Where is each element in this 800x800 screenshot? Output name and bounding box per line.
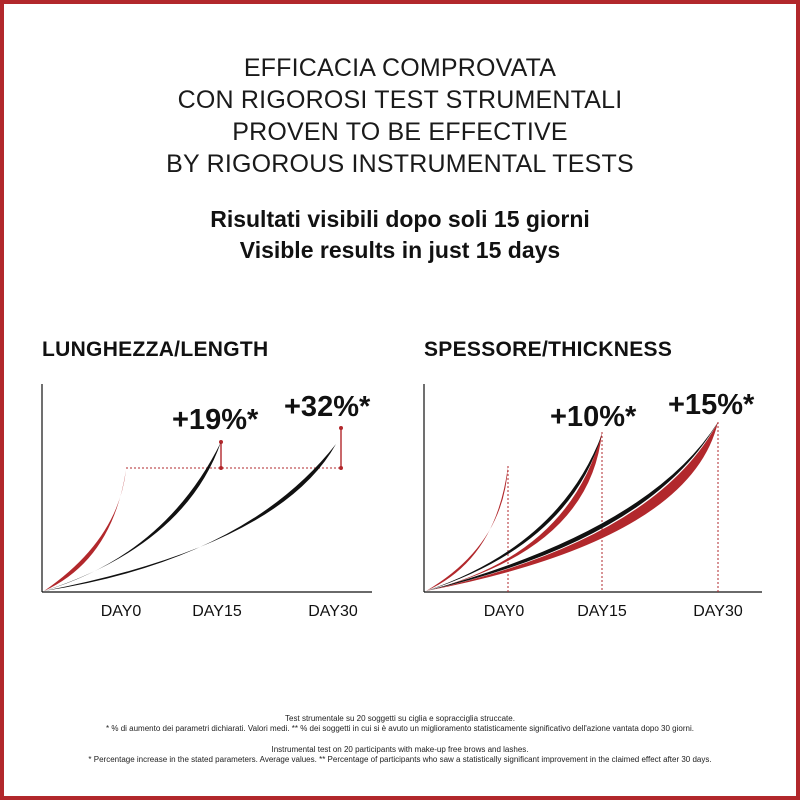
day15-marker-dot bbox=[219, 466, 223, 470]
subheading-line: Visible results in just 15 days bbox=[239, 237, 561, 263]
day30-curve bbox=[44, 444, 336, 591]
day30-percent-label: +15%* bbox=[668, 389, 755, 421]
day15-curve bbox=[426, 432, 602, 591]
day15-curve bbox=[44, 442, 221, 591]
heading-line: EFFICACIA COMPROVATA bbox=[243, 54, 557, 82]
day15-percent-label: +19%* bbox=[172, 404, 259, 436]
x-tick-day0: DAY0 bbox=[484, 603, 525, 620]
x-tick-day15: DAY15 bbox=[577, 603, 627, 620]
x-tick-day30: DAY30 bbox=[308, 603, 358, 620]
day15-percent-label: +10%* bbox=[550, 401, 637, 433]
length-chart: +19%* +32%* DAY0 DAY15 DAY30 bbox=[41, 384, 372, 620]
heading-line: CON RIGOROSI TEST STRUMENTALI bbox=[177, 86, 623, 114]
thickness-chart: +10%* +15%* DAY0 DAY15 DAY30 bbox=[423, 384, 762, 620]
footnote-line: * % di aumento dei parametri dichiarati.… bbox=[106, 724, 694, 733]
subheading-line: Risultati visibili dopo soli 15 giorni bbox=[210, 206, 590, 232]
length-chart-title: LUNGHEZZA/LENGTH bbox=[42, 338, 269, 361]
day0-curve bbox=[44, 470, 126, 591]
main-heading: EFFICACIA COMPROVATA CON RIGOROSI TEST S… bbox=[0, 52, 800, 180]
footnote-line: * Percentage increase in the stated para… bbox=[88, 755, 712, 764]
x-tick-day15: DAY15 bbox=[192, 603, 242, 620]
subheading: Risultati visibili dopo soli 15 giorni V… bbox=[0, 204, 800, 266]
day30-marker-dot bbox=[339, 466, 343, 470]
x-tick-day0: DAY0 bbox=[101, 603, 142, 620]
day30-marker-dot bbox=[339, 426, 343, 430]
footnote-italian: Test strumentale su 20 soggetti su cigli… bbox=[0, 714, 800, 734]
thickness-chart-title: SPESSORE/THICKNESS bbox=[424, 338, 673, 361]
footnote-line: Instrumental test on 20 participants wit… bbox=[271, 745, 529, 754]
x-tick-day30: DAY30 bbox=[693, 603, 743, 620]
day30-percent-label: +32%* bbox=[284, 391, 371, 423]
heading-line: BY RIGOROUS INSTRUMENTAL TESTS bbox=[166, 150, 634, 178]
heading-line: PROVEN TO BE EFFECTIVE bbox=[232, 118, 568, 146]
footnote-line: Test strumentale su 20 soggetti su cigli… bbox=[285, 714, 515, 723]
footnote-english: Instrumental test on 20 participants wit… bbox=[0, 745, 800, 765]
